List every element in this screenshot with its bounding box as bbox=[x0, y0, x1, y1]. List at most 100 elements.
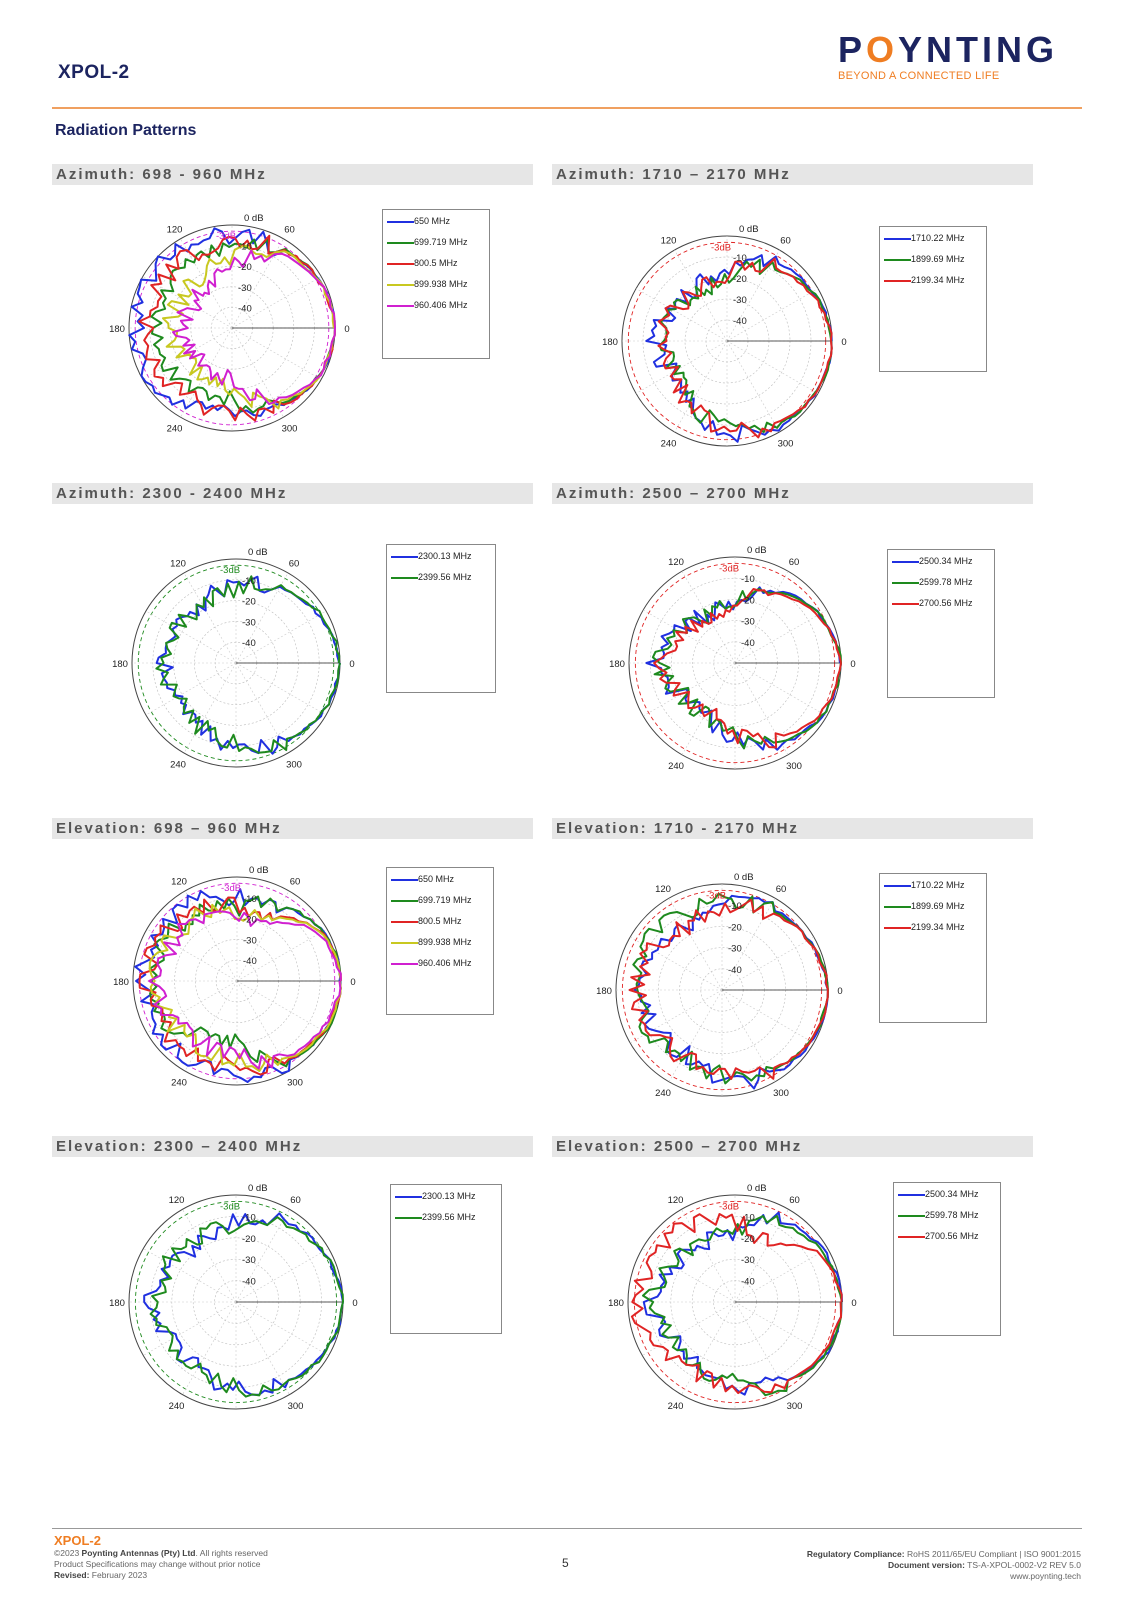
legend-swatch bbox=[387, 242, 414, 244]
legend-label: 699.719 MHz bbox=[414, 237, 468, 247]
footer-doc-version: Document version: TS-A-XPOL-0002-V2 REV … bbox=[887, 1560, 1081, 1570]
zero-db-label: 0 dB bbox=[248, 547, 268, 558]
polar-chart: 0 dB -3dB-10 -20 -30 -40 0 60 120 180 240 300 bbox=[602, 224, 847, 449]
legend-swatch bbox=[884, 238, 911, 240]
pattern-trace-blue bbox=[134, 888, 342, 1083]
legend-swatch bbox=[391, 556, 418, 558]
legend-entry: 2199.34 MHz bbox=[880, 922, 986, 943]
footer-compliance: Regulatory Compliance: RoHS 2011/65/EU C… bbox=[806, 1549, 1081, 1559]
angle-label: 0 bbox=[344, 324, 349, 335]
ring-label: -10 bbox=[741, 574, 755, 585]
polar-spoke bbox=[143, 1248, 237, 1303]
polar-spoke bbox=[721, 898, 776, 991]
zero-db-label: 0 dB bbox=[747, 1183, 767, 1194]
polar-spoke bbox=[630, 936, 723, 991]
ring-label: -10 bbox=[741, 1212, 755, 1223]
angle-label: 60 bbox=[290, 877, 301, 888]
angle-label: 300 bbox=[282, 424, 298, 435]
chart-title: Elevation: 2300 – 2400 MHz bbox=[52, 1136, 533, 1157]
zero-db-label: 0 dB bbox=[739, 224, 759, 235]
legend-swatch bbox=[892, 561, 919, 563]
angle-label: 0 bbox=[349, 659, 354, 670]
polar-spoke bbox=[734, 1301, 789, 1395]
legend-swatch bbox=[391, 921, 418, 923]
legend-label: 2700.56 MHz bbox=[919, 598, 973, 608]
polar-spoke bbox=[145, 662, 237, 716]
angle-label: 0 bbox=[352, 1298, 357, 1309]
legend-swatch bbox=[395, 1196, 422, 1198]
angle-label: 300 bbox=[286, 759, 302, 770]
legend-entry: 699.719 MHz bbox=[383, 237, 489, 258]
logo-tagline: BEYOND A CONNECTED LIFE bbox=[838, 70, 1000, 82]
angle-label: 240 bbox=[167, 424, 183, 435]
legend-entry: 1710.22 MHz bbox=[880, 233, 986, 254]
polar-spoke bbox=[681, 1301, 736, 1395]
minus3db-label: -3dB bbox=[220, 1201, 240, 1212]
chart-title: Azimuth: 698 - 960 MHz bbox=[52, 164, 533, 185]
polar-spoke bbox=[184, 980, 238, 1072]
legend-label: 800.5 MHz bbox=[418, 916, 462, 926]
legend-label: 2199.34 MHz bbox=[911, 275, 965, 285]
polar-spoke bbox=[235, 1301, 329, 1356]
polar-spoke bbox=[236, 980, 328, 1034]
ring-label: -20 bbox=[741, 595, 755, 606]
angle-label: 60 bbox=[780, 236, 791, 247]
legend-entry: 2399.56 MHz bbox=[387, 572, 495, 593]
legend-label: 800.5 MHz bbox=[414, 258, 458, 268]
ring-label: -40 bbox=[728, 965, 742, 976]
legend-label: 699.719 MHz bbox=[418, 895, 472, 905]
legend-swatch bbox=[884, 906, 911, 908]
chart-title: Elevation: 2500 – 2700 MHz bbox=[552, 1136, 1033, 1157]
angle-label: 0 bbox=[850, 659, 855, 670]
polar-spoke bbox=[235, 610, 327, 664]
legend-swatch bbox=[387, 221, 414, 223]
chart-legend: 2300.13 MHz 2399.56 MHz bbox=[386, 544, 496, 693]
pattern-trace-green bbox=[155, 575, 341, 754]
polar-spoke bbox=[721, 936, 814, 991]
polar-spoke bbox=[734, 662, 827, 717]
legend-label: 2599.78 MHz bbox=[925, 1210, 979, 1220]
angle-label: 120 bbox=[169, 1195, 185, 1206]
pattern-trace-blue bbox=[155, 575, 341, 755]
polar-chart: 0 dB -3dB-10 -20 -30 -40 0 60 120 180 240 300 bbox=[112, 547, 355, 770]
polar-spoke bbox=[183, 662, 237, 754]
angle-label: 60 bbox=[776, 884, 787, 895]
ring-label: -30 bbox=[741, 617, 755, 628]
angle-label: 300 bbox=[288, 1401, 304, 1412]
polar-spoke bbox=[643, 609, 736, 664]
polar-spoke bbox=[182, 1301, 237, 1395]
angle-label: 60 bbox=[284, 224, 295, 235]
angle-label: 240 bbox=[170, 759, 186, 770]
legend-swatch bbox=[395, 1217, 422, 1219]
polar-spoke bbox=[145, 610, 237, 664]
angle-label: 240 bbox=[171, 1077, 187, 1088]
legend-entry: 2300.13 MHz bbox=[387, 551, 495, 572]
legend-entry: 1899.69 MHz bbox=[880, 901, 986, 922]
footer-divider bbox=[52, 1528, 1082, 1529]
zero-db-label: 0 dB bbox=[747, 545, 767, 556]
polar-spoke bbox=[146, 980, 238, 1034]
ring-label: -30 bbox=[741, 1255, 755, 1266]
legend-swatch bbox=[892, 603, 919, 605]
pattern-trace-magenta bbox=[172, 249, 336, 406]
polar-spoke bbox=[180, 238, 233, 329]
angle-label: 0 bbox=[837, 986, 842, 997]
legend-swatch bbox=[884, 259, 911, 261]
product-title: XPOL-2 bbox=[58, 62, 130, 83]
angle-label: 60 bbox=[789, 1195, 800, 1206]
angle-label: 300 bbox=[773, 1088, 789, 1099]
minus3db-label: -3dB bbox=[216, 231, 236, 242]
section-title: Radiation Patterns bbox=[55, 122, 197, 139]
polar-spoke bbox=[231, 327, 322, 380]
legend-entry: 1899.69 MHz bbox=[880, 254, 986, 275]
chart-legend: 650 MHz 699.719 MHz 800.5 MHz 899.938 MHz 96… bbox=[382, 209, 490, 359]
polar-spoke bbox=[235, 1248, 329, 1303]
legend-swatch bbox=[391, 577, 418, 579]
footer-website: www.poynting.tech bbox=[1010, 1571, 1081, 1581]
zero-db-label: 0 dB bbox=[249, 865, 269, 876]
pattern-trace-red bbox=[653, 588, 842, 749]
polar-spoke bbox=[182, 1209, 237, 1303]
legend-swatch bbox=[884, 280, 911, 282]
legend-label: 899.938 MHz bbox=[414, 279, 468, 289]
polar-spoke bbox=[235, 662, 289, 754]
